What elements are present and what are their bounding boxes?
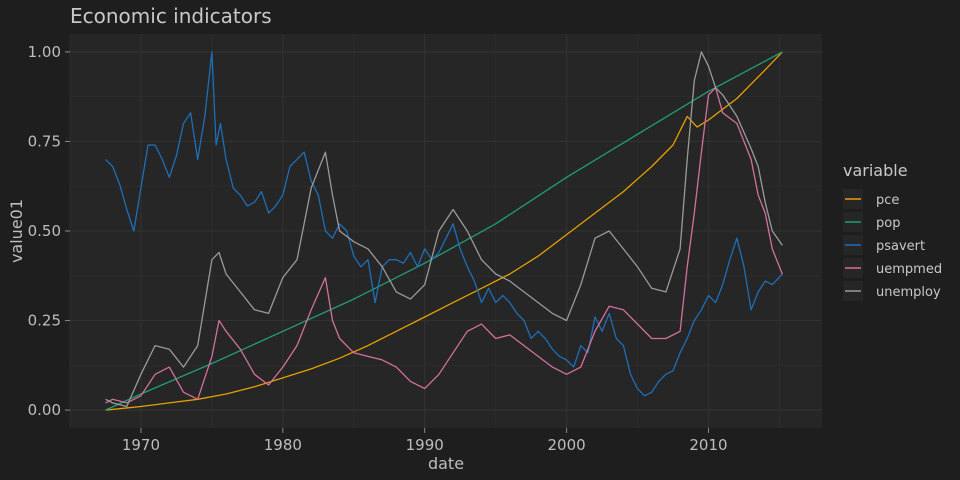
y-tick-label: 0.50 <box>28 222 61 240</box>
y-tick-label: 0.00 <box>28 401 61 419</box>
y-tick-label: 0.25 <box>28 312 61 330</box>
series-line-pop <box>105 51 783 411</box>
legend-items: pce pop psavert uempmed unemploy <box>843 189 942 301</box>
y-axis: 0.00 0.25 0.50 0.75 1.00 <box>28 43 70 419</box>
series-lines <box>105 51 783 411</box>
legend-title: variable <box>843 161 908 180</box>
major-gridlines <box>70 34 822 428</box>
x-tick-label: 2000 <box>548 436 586 454</box>
legend-label: pce <box>876 193 899 208</box>
legend-item-unemploy: unemploy <box>843 281 941 301</box>
legend-item-pce: pce <box>843 189 899 209</box>
series-line-unemploy <box>105 51 783 408</box>
chart-title: Economic indicators <box>70 4 272 28</box>
series-line-pce <box>105 51 783 411</box>
y-tick-label: 0.75 <box>28 132 61 150</box>
series-line-uempmed <box>105 87 783 404</box>
legend-item-uempmed: uempmed <box>843 258 942 278</box>
legend-label: pop <box>876 216 900 231</box>
legend-label: unemploy <box>876 285 941 300</box>
x-axis: 1970 1980 1990 2000 2010 <box>122 428 728 454</box>
legend-item-psavert: psavert <box>843 235 925 255</box>
x-tick-label: 2010 <box>689 436 727 454</box>
legend-label: uempmed <box>876 262 942 277</box>
x-axis-title: date <box>428 454 464 473</box>
minor-gridlines <box>69 34 822 428</box>
legend-label: psavert <box>876 239 925 254</box>
legend-item-pop: pop <box>843 212 900 232</box>
x-tick-label: 1970 <box>122 436 160 454</box>
legend: variable pce pop psavert uempmed unemploy <box>843 161 942 301</box>
y-axis-title: value01 <box>7 199 26 263</box>
y-tick-label: 1.00 <box>28 43 61 61</box>
series-line-psavert <box>105 51 783 397</box>
x-tick-label: 1990 <box>406 436 444 454</box>
x-tick-label: 1980 <box>264 436 302 454</box>
